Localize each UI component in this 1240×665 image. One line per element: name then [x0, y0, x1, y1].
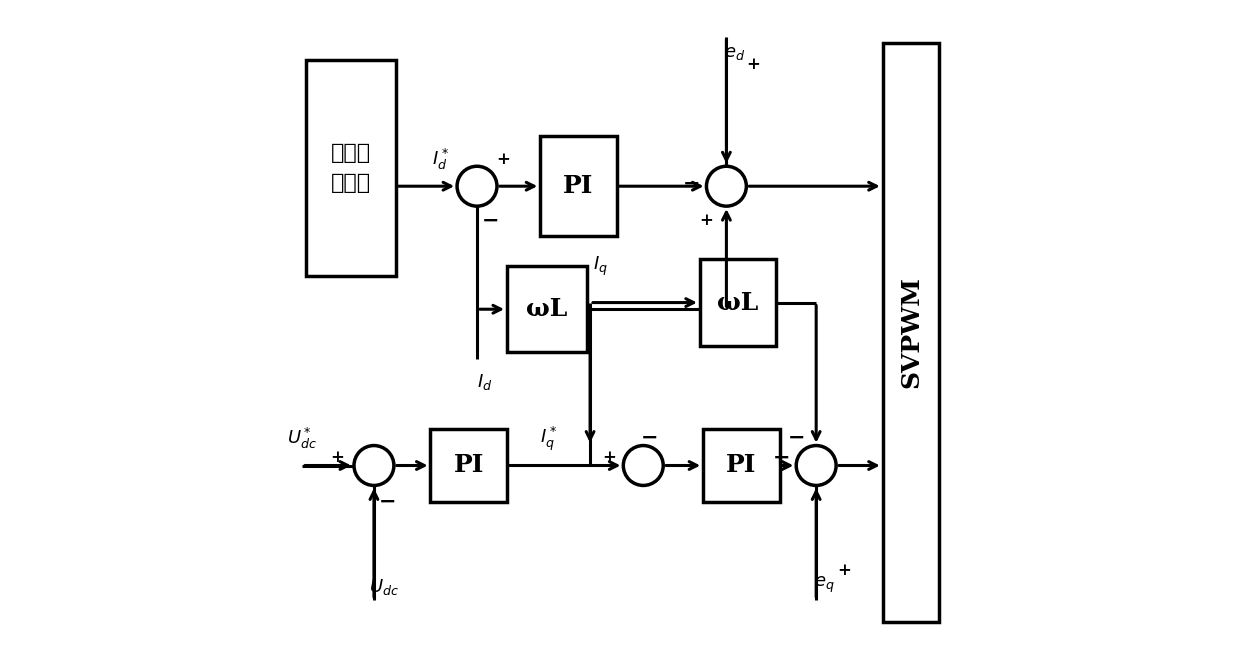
Text: SVPWM: SVPWM: [899, 277, 923, 388]
Text: PI: PI: [563, 174, 594, 198]
Text: +: +: [837, 562, 851, 579]
Circle shape: [353, 446, 394, 485]
Text: −: −: [787, 428, 805, 448]
Text: PI: PI: [727, 454, 756, 477]
Circle shape: [458, 166, 497, 206]
Circle shape: [624, 446, 663, 485]
Text: −: −: [481, 211, 498, 231]
Text: $I_d^*$: $I_d^*$: [432, 147, 449, 172]
Bar: [699, 259, 776, 346]
Text: −: −: [378, 492, 396, 512]
Text: $I_q$: $I_q$: [593, 255, 608, 277]
Text: +: +: [699, 212, 713, 229]
Text: −: −: [683, 174, 701, 194]
Text: +: +: [330, 449, 345, 466]
Text: +: +: [601, 449, 615, 466]
Bar: [541, 136, 616, 236]
Bar: [430, 429, 507, 502]
Bar: [703, 429, 780, 502]
Text: +: +: [746, 56, 760, 73]
Text: $U_{dc}$: $U_{dc}$: [370, 577, 399, 597]
Text: $e_d$: $e_d$: [724, 44, 745, 63]
Text: PI: PI: [454, 454, 484, 477]
Text: −: −: [641, 428, 658, 448]
Text: $e_q$: $e_q$: [813, 575, 835, 595]
Bar: [306, 60, 396, 276]
Text: ωL: ωL: [718, 291, 759, 315]
Text: $U_{dc}^*$: $U_{dc}^*$: [288, 426, 317, 452]
Circle shape: [707, 166, 746, 206]
Text: +: +: [497, 151, 511, 168]
Text: −: −: [773, 448, 790, 467]
Text: ωL: ωL: [526, 297, 568, 321]
Bar: [507, 266, 587, 352]
Text: $I_q^*$: $I_q^*$: [539, 425, 557, 453]
Circle shape: [796, 446, 836, 485]
Text: $I_d$: $I_d$: [477, 372, 492, 392]
Bar: [883, 43, 939, 622]
Text: 瞬时无
功理论: 瞬时无 功理论: [331, 143, 371, 193]
